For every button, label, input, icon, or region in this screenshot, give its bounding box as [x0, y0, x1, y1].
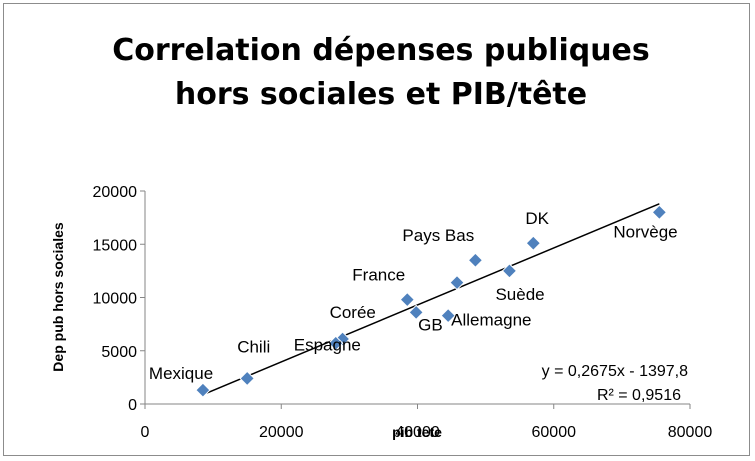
data-point — [501, 263, 518, 279]
x-axis-title: pib tete — [392, 424, 442, 440]
x-tick-label: 80000 — [668, 424, 713, 441]
y-tick-labels: 0 5000 10000 15000 20000 — [93, 184, 145, 414]
data-point — [239, 370, 255, 387]
y-tick-label: 0 — [128, 397, 137, 414]
point-label: France — [352, 266, 405, 285]
point-label: Norvège — [613, 222, 677, 241]
data-point — [467, 252, 484, 268]
point-label: Pays Bas — [402, 226, 474, 245]
point-label: Mexique — [149, 364, 213, 383]
trendline-equation: y = 0,2675x - 1397,8 — [542, 363, 688, 380]
point-label: Corée — [330, 303, 376, 322]
data-point — [328, 335, 344, 352]
trendline-r-squared: R² = 0,9516 — [597, 387, 681, 404]
chart-frame — [3, 3, 750, 456]
point-label: Espagne — [294, 335, 361, 354]
data-point — [408, 304, 424, 321]
chart-title-line-2: hors sociales et PIB/tête — [175, 77, 587, 112]
x-tick-label: 60000 — [532, 424, 577, 441]
data-points — [195, 204, 668, 398]
data-point — [651, 204, 668, 221]
y-tick-label: 5000 — [101, 344, 137, 361]
y-axis-title: Dep pub hors sociales — [50, 222, 66, 372]
x-tick-labels: 0 20000 40000 60000 80000 — [141, 404, 713, 441]
y-tick-label: 10000 — [93, 291, 138, 308]
data-point — [195, 382, 211, 398]
point-label: Suède — [495, 285, 544, 304]
chart-title-line-1: Correlation dépenses publiques — [112, 33, 650, 68]
point-label: GB — [418, 315, 443, 334]
point-label: DK — [525, 209, 549, 228]
trendline — [202, 203, 660, 396]
x-tick-label: 40000 — [395, 424, 440, 441]
data-point — [440, 307, 456, 324]
point-label: Chili — [237, 337, 270, 356]
data-point-labels: Mexique Chili Corée Espagne France GB Allemagn… — [149, 209, 678, 383]
x-tick-label: 20000 — [259, 424, 304, 441]
x-tick-label: 0 — [141, 424, 150, 441]
data-point — [449, 274, 465, 291]
data-point — [525, 235, 542, 251]
y-tick-label: 15000 — [93, 237, 138, 254]
point-label: Allemagne — [451, 311, 531, 330]
data-point — [399, 291, 415, 308]
y-tick-label: 20000 — [93, 184, 138, 201]
